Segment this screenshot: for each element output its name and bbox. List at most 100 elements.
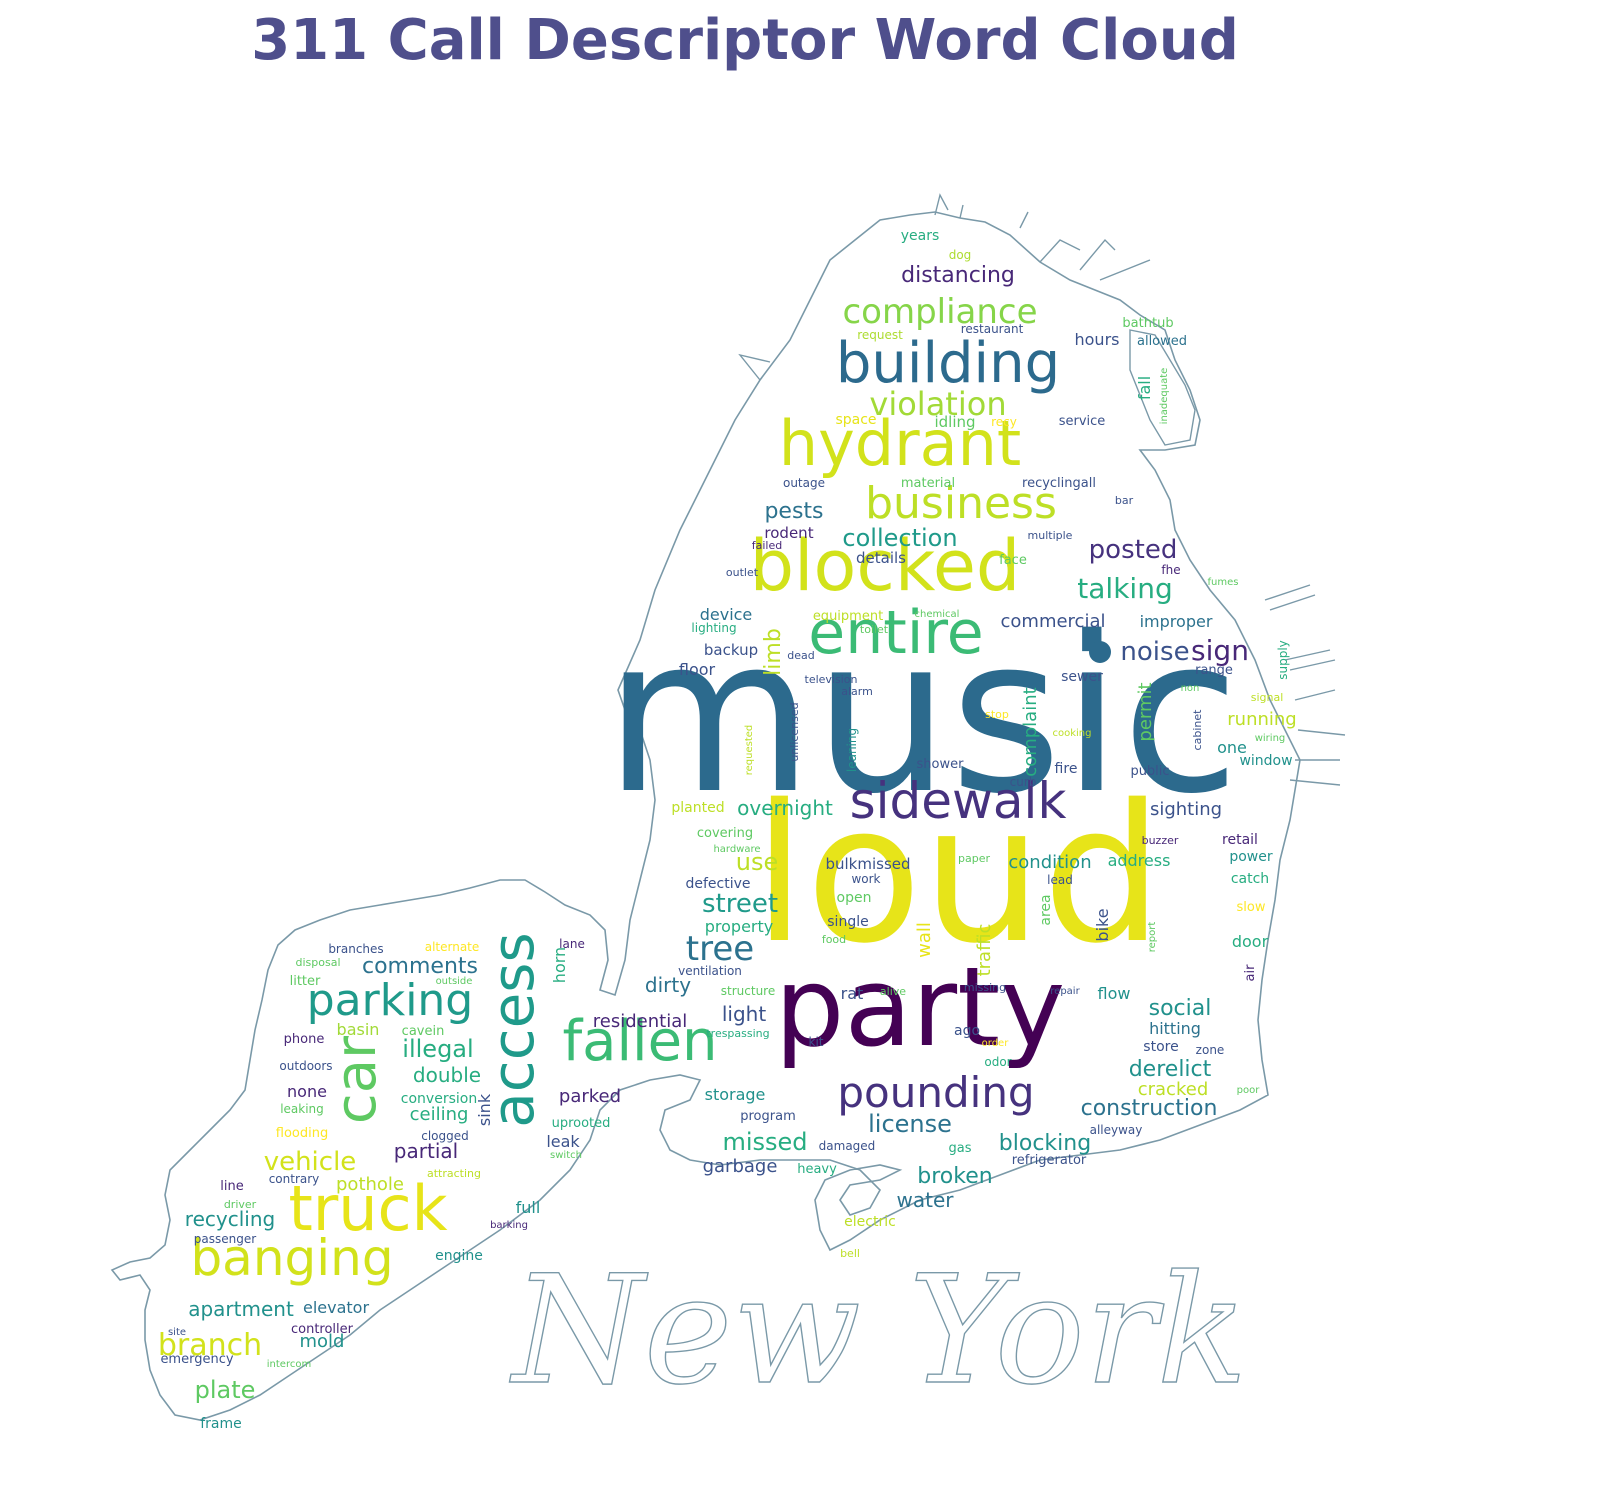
- word-banging: banging: [190, 1229, 393, 1287]
- word-comments: comments: [362, 954, 478, 979]
- word-truck: truck: [288, 1172, 447, 1245]
- word-non: non: [1181, 683, 1200, 694]
- word-supply: supply: [1276, 640, 1290, 680]
- word-fall: fall: [1135, 376, 1154, 400]
- word-gas: gas: [949, 1141, 972, 1156]
- word-uprooted: uprooted: [552, 1116, 611, 1131]
- word-hydrant: hydrant: [779, 407, 1021, 480]
- word-backup: backup: [704, 641, 758, 659]
- word-buzzer: buzzer: [1142, 834, 1179, 847]
- word-work: work: [851, 872, 880, 886]
- word-litter: litter: [290, 974, 321, 989]
- word-cabinet: cabinet: [1191, 709, 1204, 751]
- word-leak: leak: [546, 1132, 580, 1151]
- word-partial: partial: [394, 1139, 458, 1163]
- word-loud: loud: [753, 764, 1163, 985]
- word-power: power: [1229, 849, 1273, 865]
- word-fumes: fumes: [1208, 577, 1239, 588]
- word-store: store: [1143, 1039, 1178, 1055]
- word-recy: recy: [991, 415, 1017, 429]
- word-pothole: pothole: [336, 1174, 404, 1195]
- word-construction: construction: [1081, 1096, 1218, 1121]
- word-limb: limb: [761, 628, 786, 676]
- word-bar: bar: [1115, 494, 1134, 507]
- word-distancing: distancing: [901, 263, 1015, 288]
- word-material: material: [901, 476, 955, 491]
- word-condition: condition: [1008, 852, 1091, 873]
- word-service: service: [1059, 414, 1106, 429]
- word-frame: frame: [200, 1416, 242, 1432]
- word-illegal: illegal: [402, 1035, 473, 1063]
- word-vehicle: vehicle: [264, 1147, 357, 1177]
- word-bell: bell: [840, 1247, 860, 1260]
- word-stop: stop: [985, 708, 1009, 721]
- word-permit: permit: [1135, 682, 1156, 741]
- word-face: face: [999, 553, 1027, 568]
- word-parked: parked: [559, 1086, 621, 1107]
- word-controller: controller: [291, 1322, 354, 1337]
- word-contrary: contrary: [269, 1172, 320, 1186]
- word-hours: hours: [1075, 330, 1120, 349]
- word-ceiling: ceiling: [410, 1104, 469, 1125]
- word-damaged: damaged: [819, 1139, 876, 1153]
- word-public: public: [1130, 764, 1169, 779]
- word-open: open: [837, 890, 872, 906]
- word-signal: signal: [1251, 691, 1284, 704]
- word-commercial: commercial: [1001, 611, 1106, 632]
- word-kit: kit: [809, 1035, 824, 1049]
- word-television: television: [805, 673, 858, 686]
- word-missed: missed: [722, 1128, 807, 1156]
- word-area: area: [1038, 894, 1054, 925]
- word-intercom: intercom: [267, 1359, 311, 1370]
- word-use: use: [736, 848, 778, 876]
- word-one: one: [1217, 738, 1247, 757]
- word-curb: curb: [1010, 775, 1037, 789]
- word-lane: lane: [559, 937, 585, 951]
- word-cracked: cracked: [1138, 1079, 1209, 1100]
- word-driver: driver: [224, 1198, 257, 1211]
- word-covering: covering: [697, 826, 753, 841]
- word-traffic: traffic: [974, 924, 995, 977]
- word-floor: floor: [679, 660, 716, 679]
- word-dirty: dirty: [645, 973, 691, 997]
- word-water: water: [897, 1188, 955, 1212]
- word-parking: parking: [307, 975, 474, 1026]
- word-fire: fire: [1055, 761, 1078, 777]
- word-idling: idling: [934, 413, 975, 431]
- word-engine: engine: [435, 1248, 483, 1264]
- word-barking: barking: [490, 1220, 528, 1231]
- word-branch: branch: [158, 1328, 262, 1363]
- word-complaint: complaint: [1020, 687, 1041, 776]
- word-alleyway: alleyway: [1090, 1123, 1143, 1137]
- word-trespassing: trespassing: [706, 1027, 769, 1040]
- word-alternate: alternate: [425, 940, 480, 954]
- word-leaning: leaning: [845, 728, 859, 772]
- map-outline-island: [1129, 329, 1196, 446]
- word-disposal: disposal: [295, 956, 340, 969]
- word-sighting: sighting: [1150, 799, 1222, 820]
- word-full: full: [516, 1198, 541, 1217]
- word-failed: failed: [752, 539, 782, 552]
- word-talking: talking: [1077, 572, 1172, 605]
- word-bike: bike: [1093, 908, 1112, 941]
- word-flow: flow: [1098, 984, 1131, 1003]
- word-years: years: [901, 228, 940, 244]
- map-outline-piers-north: [738, 193, 1151, 381]
- word-shower: shower: [917, 757, 965, 772]
- word-report: report: [1147, 922, 1158, 953]
- word-passenger: passenger: [194, 1232, 256, 1246]
- word-range: range: [1195, 663, 1233, 678]
- word-basin: basin: [337, 1020, 380, 1039]
- word-poor: poor: [1237, 1085, 1261, 1096]
- word-improper: improper: [1140, 612, 1213, 631]
- word-overnight: overnight: [737, 796, 833, 820]
- word-double: double: [413, 1063, 481, 1087]
- word-party: party: [775, 943, 1066, 1071]
- word-hardware: hardware: [713, 844, 760, 855]
- word-single: single: [827, 914, 868, 930]
- word-sink: sink: [475, 1093, 494, 1126]
- word-planted: planted: [671, 800, 724, 816]
- word-details: details: [856, 549, 906, 567]
- word-building: building: [836, 331, 1060, 396]
- word-chemical: chemical: [915, 609, 960, 620]
